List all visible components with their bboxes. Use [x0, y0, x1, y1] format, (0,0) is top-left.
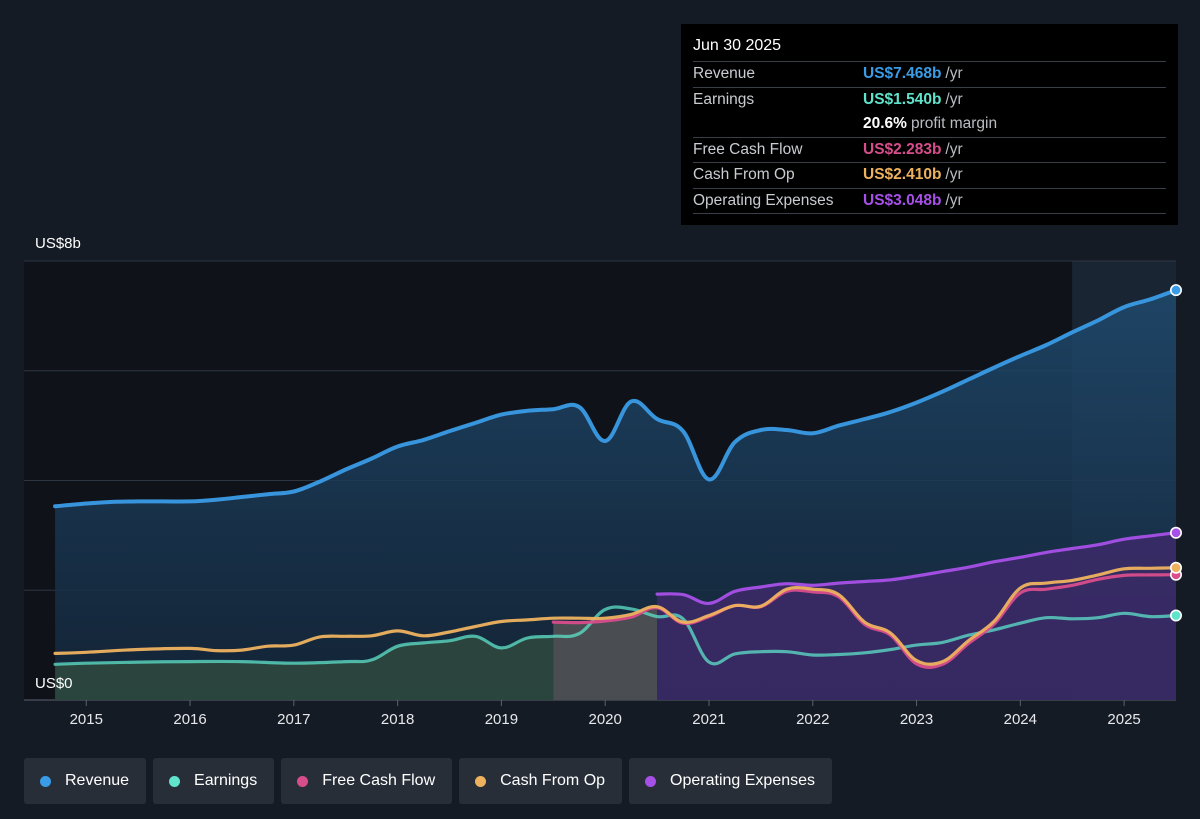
tooltip-row-unit: /yr [945, 90, 963, 108]
legend-label: Cash From Op [500, 772, 606, 789]
tooltip-row: Revenue US$7.468b/yr [693, 61, 1166, 87]
tooltip-row-label: Earnings [693, 90, 755, 108]
legend: Revenue Earnings Free Cash Flow Cash From O… [24, 758, 833, 804]
legend-item-revenue[interactable]: Revenue [24, 758, 147, 804]
tooltip-row-label: Cash From Op [693, 166, 795, 184]
y-axis-bottom-label: US$0 [35, 675, 73, 692]
tooltip-rows: Revenue US$7.468b/yr Earnings US$1.540b/yr 2… [693, 61, 1166, 214]
tooltip-row-unit: /yr [945, 65, 963, 83]
legend-item-free-cash-flow[interactable]: Free Cash Flow [281, 758, 453, 804]
tooltip-row: Operating Expenses US$3.048b/yr [693, 187, 1166, 214]
endpoint-operating-expenses[interactable] [1170, 526, 1183, 539]
tooltip: Jun 30 2025 Revenue US$7.468b/yr Earnings U… [681, 24, 1178, 225]
endpoint-cash-from-op[interactable] [1170, 561, 1183, 574]
legend-dot-icon [297, 775, 309, 787]
line-operating-expenses [655, 531, 1178, 606]
x-tick-label: 2020 [589, 711, 622, 728]
x-tick-label: 2023 [900, 711, 933, 728]
x-tick-label: 2021 [692, 711, 725, 728]
endpoint-revenue[interactable] [1170, 284, 1183, 297]
x-tick-label: 2019 [485, 711, 518, 728]
shaded-area-free-cash-flow [553, 607, 658, 700]
tooltip-row-label: Revenue [693, 65, 756, 83]
legend-label: Earnings [194, 772, 258, 789]
tooltip-row: 20.6% profit margin [693, 112, 1166, 137]
legend-label: Revenue [65, 772, 130, 789]
tooltip-row-label: Operating Expenses [693, 191, 834, 209]
legend-label: Operating Expenses [670, 772, 816, 789]
shaded-area-operating-expenses [657, 532, 1176, 700]
legend-dot-icon [645, 775, 657, 787]
y-axis-top-label: US$8b [35, 235, 81, 252]
legend-dot-icon [40, 775, 51, 787]
legend-item-cash-from-op[interactable]: Cash From Op [459, 758, 623, 804]
line-earnings [53, 605, 1178, 666]
x-tick-label: 2018 [381, 711, 414, 728]
tooltip-date: Jun 30 2025 [693, 37, 782, 54]
legend-label: Free Cash Flow [322, 772, 436, 789]
legend-dot-icon [475, 775, 487, 787]
tooltip-row-unit: /yr [945, 140, 963, 158]
tooltip-row-value: US$2.410b [863, 166, 942, 184]
tooltip-row-unit: /yr [945, 166, 963, 184]
x-tick-label: 2017 [277, 711, 310, 728]
endpoint-earnings[interactable] [1170, 609, 1183, 622]
tooltip-divider [693, 213, 1166, 214]
tooltip-row-label: Free Cash Flow [693, 140, 803, 158]
tooltip-row: Cash From Op US$2.410b/yr [693, 162, 1166, 188]
x-tick-label: 2015 [70, 711, 103, 728]
line-cash-from-op [53, 566, 1178, 666]
tooltip-row: Earnings US$1.540b/yr [693, 86, 1166, 113]
x-tick-label: 2025 [1107, 711, 1140, 728]
legend-item-operating-expenses[interactable]: Operating Expenses [629, 758, 833, 804]
legend-dot-icon [169, 775, 181, 787]
tooltip-row-value: 20.6% [863, 115, 907, 133]
x-tick-label: 2022 [796, 711, 829, 728]
tooltip-row-value: US$2.283b [863, 140, 942, 158]
tooltip-row-value: US$7.468b [863, 65, 942, 83]
legend-item-earnings[interactable]: Earnings [153, 758, 275, 804]
tooltip-row-value: US$3.048b [863, 191, 942, 209]
shaded-area-earnings [55, 636, 554, 700]
x-tick-label: 2016 [173, 711, 206, 728]
tooltip-row: Free Cash Flow US$2.283b/yr [693, 136, 1166, 163]
x-tick-label: 2024 [1004, 711, 1037, 728]
tooltip-row-unit: profit margin [910, 115, 998, 133]
line-revenue [53, 288, 1178, 509]
tooltip-row-value: US$1.540b [863, 90, 942, 108]
tooltip-row-unit: /yr [945, 191, 963, 209]
